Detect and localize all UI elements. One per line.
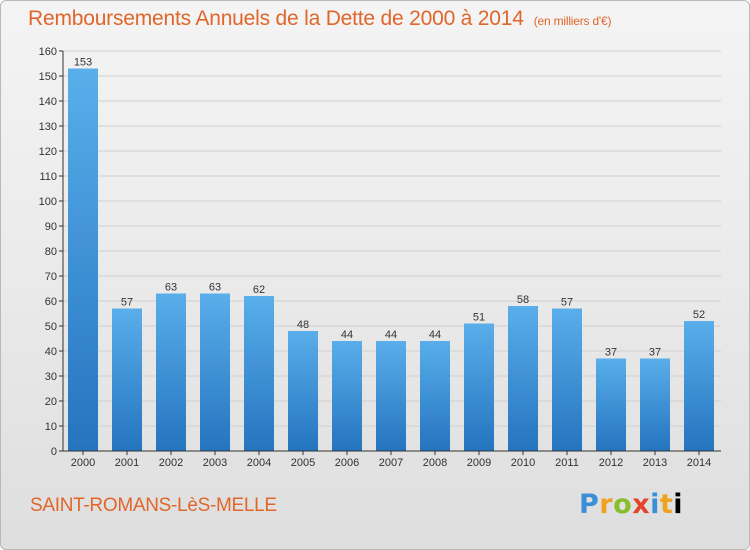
labels: 0 10 20 30 40 50 60 70 80 90 100 110 120 130 140 150 160… bbox=[39, 46, 712, 469]
logo-letter: o bbox=[613, 489, 633, 520]
bar bbox=[640, 358, 670, 451]
commune-name: SAINT-ROMANS-LèS-MELLE bbox=[30, 495, 277, 516]
bar-value-label: 48 bbox=[297, 319, 309, 331]
x-tick-label: 2003 bbox=[203, 457, 227, 469]
x-tick-label: 2009 bbox=[467, 457, 491, 469]
bar bbox=[464, 323, 494, 451]
x-tick-label: 2005 bbox=[291, 457, 315, 469]
x-tick-label: 2012 bbox=[599, 457, 623, 469]
logo-letter: i bbox=[650, 489, 660, 520]
bar-value-label: 153 bbox=[74, 57, 92, 69]
x-tick-label: 2007 bbox=[379, 457, 403, 469]
y-tick-label: 70 bbox=[45, 271, 57, 283]
logo-letter: t bbox=[659, 489, 674, 520]
bar-value-label: 63 bbox=[165, 282, 177, 294]
bar-value-label: 57 bbox=[561, 297, 573, 309]
proxiti-logo: Proxiti bbox=[579, 489, 683, 520]
y-tick-label: 120 bbox=[39, 146, 57, 158]
x-tick-label: 2014 bbox=[687, 457, 711, 469]
bar bbox=[508, 306, 538, 451]
bar bbox=[376, 341, 406, 451]
logo-letter: r bbox=[599, 489, 614, 520]
bar-value-label: 62 bbox=[253, 284, 265, 296]
x-tick-label: 2002 bbox=[159, 457, 183, 469]
bar bbox=[112, 308, 142, 451]
y-tick-label: 130 bbox=[39, 121, 57, 133]
x-tick-label: 2000 bbox=[71, 457, 95, 469]
bar bbox=[68, 68, 98, 451]
bar-value-label: 44 bbox=[429, 329, 441, 341]
y-tick-label: 110 bbox=[39, 171, 57, 183]
bar bbox=[156, 293, 186, 451]
bar-value-label: 44 bbox=[385, 329, 397, 341]
y-tick-label: 60 bbox=[45, 296, 57, 308]
x-tick-label: 2006 bbox=[335, 457, 359, 469]
logo-letter: P bbox=[579, 489, 600, 520]
x-tick-label: 2001 bbox=[115, 457, 139, 469]
y-tick-label: 100 bbox=[39, 196, 57, 208]
bar-value-label: 44 bbox=[341, 329, 353, 341]
y-tick-label: 30 bbox=[45, 371, 57, 383]
y-tick-label: 0 bbox=[51, 446, 57, 458]
bar-value-label: 57 bbox=[121, 297, 133, 309]
bar bbox=[420, 341, 450, 451]
bar-value-label: 63 bbox=[209, 282, 221, 294]
x-tick-label: 2008 bbox=[423, 457, 447, 469]
bar-value-label: 51 bbox=[473, 312, 485, 324]
bar bbox=[288, 331, 318, 451]
chart-unit: (en milliers d'€) bbox=[533, 14, 612, 28]
y-tick-label: 160 bbox=[39, 46, 57, 58]
chart-title-text: Remboursements Annuels de la Dette de 20… bbox=[28, 7, 524, 30]
bar bbox=[684, 321, 714, 451]
bar-value-label: 37 bbox=[605, 347, 617, 359]
x-tick-label: 2010 bbox=[511, 457, 535, 469]
logo-letter: i bbox=[673, 489, 684, 520]
x-tick-label: 2011 bbox=[555, 457, 579, 469]
y-tick-label: 80 bbox=[45, 246, 57, 258]
bar bbox=[244, 296, 274, 451]
y-tick-label: 140 bbox=[39, 96, 57, 108]
chart-title: Remboursements Annuels de la Dette de 20… bbox=[28, 7, 611, 31]
x-tick-label: 2004 bbox=[247, 457, 271, 469]
bar bbox=[200, 293, 230, 451]
bar-value-label: 37 bbox=[649, 347, 661, 359]
y-tick-label: 90 bbox=[45, 221, 57, 233]
logo-letter: x bbox=[632, 489, 651, 520]
bar bbox=[596, 358, 626, 451]
bar-value-label: 58 bbox=[517, 294, 529, 306]
y-tick-label: 150 bbox=[39, 71, 57, 83]
bar bbox=[552, 308, 582, 451]
y-tick-label: 10 bbox=[45, 421, 57, 433]
bar-value-label: 52 bbox=[693, 309, 705, 321]
axes bbox=[59, 50, 721, 455]
bar bbox=[332, 341, 362, 451]
bars bbox=[68, 68, 714, 451]
y-tick-label: 50 bbox=[45, 321, 57, 333]
y-tick-label: 20 bbox=[45, 396, 57, 408]
x-tick-label: 2013 bbox=[643, 457, 667, 469]
y-tick-label: 40 bbox=[45, 346, 57, 358]
